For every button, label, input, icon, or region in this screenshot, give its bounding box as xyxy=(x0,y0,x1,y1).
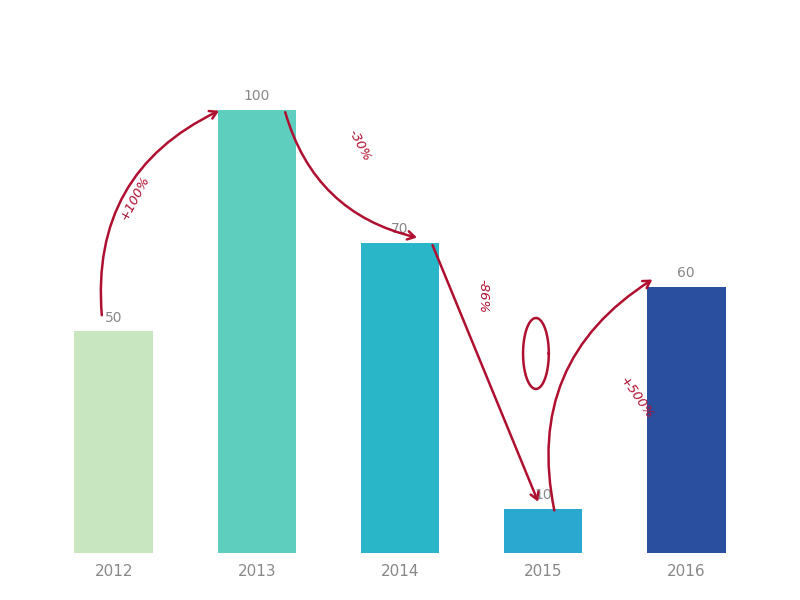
Text: -86%: -86% xyxy=(477,279,490,313)
Text: 100: 100 xyxy=(244,89,270,103)
Text: 70: 70 xyxy=(391,222,409,236)
Bar xyxy=(361,242,439,553)
Text: +100%: +100% xyxy=(118,173,153,223)
Text: 60: 60 xyxy=(678,266,695,280)
Bar xyxy=(647,287,726,553)
Bar xyxy=(74,331,153,553)
Text: -30%: -30% xyxy=(346,127,374,163)
Text: 10: 10 xyxy=(534,488,552,502)
Text: +500%: +500% xyxy=(617,374,655,422)
Bar xyxy=(218,110,296,553)
Text: 50: 50 xyxy=(105,311,122,325)
Bar xyxy=(504,509,582,553)
